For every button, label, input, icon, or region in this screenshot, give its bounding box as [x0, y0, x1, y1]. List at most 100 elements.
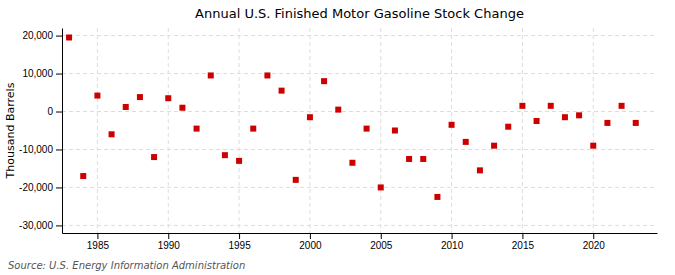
point [151, 154, 157, 160]
point [321, 78, 327, 84]
tick-mark [239, 233, 240, 239]
tick-mark [593, 233, 594, 239]
y-axis: -30,000 -20,000 -10,000 0 10,000 20,000 [19, 29, 62, 234]
grid-line [309, 28, 310, 233]
point [94, 93, 100, 99]
point [80, 173, 86, 179]
grid-line [451, 28, 452, 233]
x-axis: 1985 1990 1995 2000 2005 2010 2015 2020 [63, 233, 658, 251]
point [505, 124, 511, 130]
point [236, 158, 242, 164]
tick-mark [452, 233, 453, 239]
tick-label: 20,000 [22, 30, 53, 41]
points [66, 34, 639, 199]
tick-label: 1995 [228, 240, 251, 251]
point [619, 103, 625, 109]
point [491, 143, 497, 149]
tick-mark [168, 233, 169, 239]
title: Annual U.S. Finished Motor Gasoline Stoc… [195, 6, 524, 21]
point [420, 156, 426, 162]
tick-mark [381, 233, 382, 239]
tick-mark [56, 36, 62, 37]
tick-mark [56, 149, 62, 150]
point [519, 103, 525, 109]
x-tick: 1990 [158, 233, 181, 251]
point [406, 156, 412, 162]
grid-line [380, 28, 381, 233]
grid-line [62, 35, 657, 36]
grid-line [593, 28, 594, 233]
x-tick: 2005 [370, 233, 393, 251]
y-tick: -10,000 [19, 144, 62, 155]
grid-line [239, 28, 240, 233]
point [279, 88, 285, 94]
tick-label: 1990 [158, 240, 181, 251]
point [109, 131, 115, 137]
grid-line [97, 28, 98, 233]
tick-label: -10,000 [19, 144, 53, 155]
grid-line [62, 111, 657, 112]
tick-mark [522, 233, 523, 239]
tick-mark [56, 74, 62, 75]
y-tick: 0 [47, 106, 62, 117]
tick-label: 1985 [87, 240, 110, 251]
grid-line [522, 28, 523, 233]
tick-mark [56, 225, 62, 226]
point [477, 167, 483, 173]
point [179, 105, 185, 111]
point [562, 114, 568, 120]
point [250, 126, 256, 132]
point [66, 34, 72, 40]
point [307, 114, 313, 120]
point [349, 160, 355, 166]
point [194, 126, 200, 132]
source-note: Source: U.S. Energy Information Administ… [8, 260, 245, 271]
x-tick: 2020 [583, 233, 606, 251]
plot: 19851990199520002005201020152020-30,000-… [19, 28, 657, 251]
y-axis-title: Thousand Barrels [4, 82, 17, 179]
y-tick: -30,000 [19, 220, 62, 231]
tick-mark [56, 187, 62, 188]
point [392, 128, 398, 134]
tick-label: 2015 [512, 240, 535, 251]
x-tick: 1985 [87, 233, 110, 251]
tick-label: 2000 [299, 240, 322, 251]
grid-line [62, 73, 657, 74]
point [208, 72, 214, 78]
tick-mark [56, 112, 62, 113]
point [364, 126, 370, 132]
point [222, 152, 228, 158]
grid-line [168, 28, 169, 233]
point [576, 112, 582, 118]
point [463, 139, 469, 145]
x-tick: 2000 [299, 233, 322, 251]
tick-label: 2010 [441, 240, 464, 251]
grid [62, 28, 657, 233]
tick-label: -20,000 [19, 182, 53, 193]
tick-mark [310, 233, 311, 239]
chart: 19851990199520002005201020152020-30,000-… [0, 0, 675, 275]
grid-line [62, 225, 657, 226]
point [165, 95, 171, 101]
axis-line [62, 29, 63, 234]
point [264, 72, 270, 78]
x-tick: 2015 [512, 233, 535, 251]
point [633, 120, 639, 126]
point [604, 120, 610, 126]
grid-line [62, 149, 657, 150]
tick-label: -30,000 [19, 220, 53, 231]
point [548, 103, 554, 109]
point [378, 184, 384, 190]
point [434, 194, 440, 200]
point [123, 104, 129, 110]
tick-label: 10,000 [22, 68, 53, 79]
point [534, 118, 540, 124]
grid-line [62, 187, 657, 188]
x-tick: 1995 [228, 233, 251, 251]
y-tick: -20,000 [19, 182, 62, 193]
point [335, 107, 341, 113]
y-tick: 20,000 [22, 30, 62, 41]
tick-mark [97, 233, 98, 239]
point [137, 94, 143, 100]
tick-label: 2020 [583, 240, 606, 251]
